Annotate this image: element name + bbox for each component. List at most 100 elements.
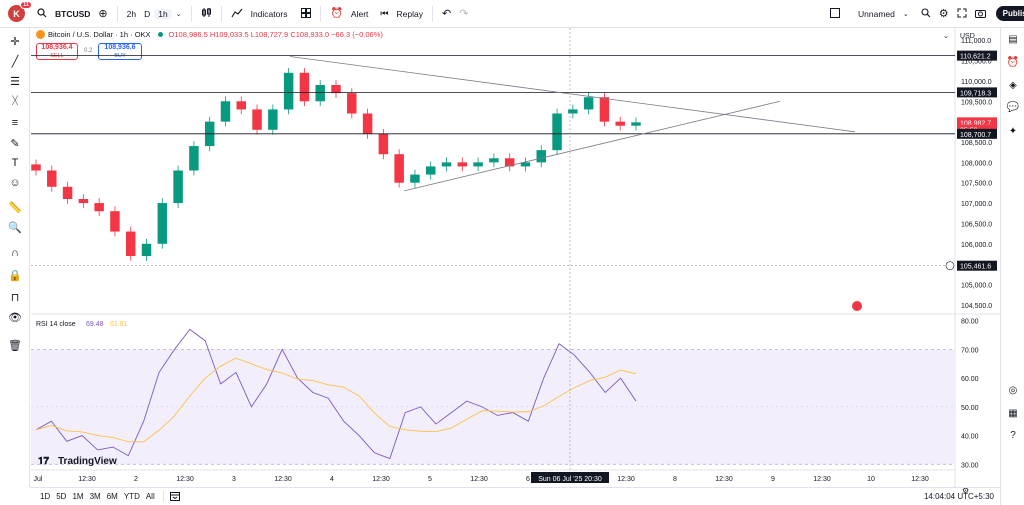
interval-2h[interactable]: 2h <box>126 8 137 19</box>
help-icon[interactable]: ? <box>1010 429 1016 441</box>
candle-body <box>426 166 436 175</box>
fullscreen-icon[interactable] <box>953 8 971 20</box>
interval-d[interactable]: D <box>144 8 151 19</box>
rsi-ma-line <box>35 357 637 443</box>
brush-tool-icon[interactable]: ✎ <box>10 137 20 150</box>
price-label-line: 109,718.3 <box>960 90 991 97</box>
alert-button[interactable]: Alert <box>350 8 369 19</box>
emoji-tool-icon[interactable]: ☺ <box>9 177 21 189</box>
time-tick-label: 10 <box>867 476 875 483</box>
time-tick-label: 8 <box>673 476 677 483</box>
layout-name[interactable]: Unnamed <box>858 8 895 19</box>
price-tick-label: 105,000.0 <box>961 283 992 290</box>
currency-label: USD <box>960 33 975 40</box>
calendar-icon[interactable]: ▦ <box>1008 407 1018 419</box>
range-3m[interactable]: 3M <box>89 492 101 501</box>
pattern-tool-icon[interactable]: ᚷ <box>11 95 19 107</box>
trash-icon[interactable]: 🗑 <box>8 339 22 352</box>
range-all[interactable]: All <box>145 492 155 501</box>
replay-button[interactable]: Replay <box>396 8 423 19</box>
text-tool-icon[interactable]: T <box>11 157 19 169</box>
candle-body <box>331 85 341 94</box>
price-tick-label: 106,000.0 <box>961 242 992 249</box>
zoom-tool-icon[interactable]: 🔍 <box>8 221 22 234</box>
rsi-legend-label: RSI 14 close <box>36 321 76 328</box>
time-tick-label: 12:30 <box>813 476 831 483</box>
tradingview-watermark: TradingView <box>58 456 117 467</box>
range-ytd[interactable]: YTD <box>123 492 140 501</box>
range-1m[interactable]: 1M <box>72 492 84 501</box>
range-6m[interactable]: 6M <box>106 492 118 501</box>
lock-drawing-icon[interactable]: 🔒 <box>8 269 22 282</box>
price-tick-label: 107,500.0 <box>961 181 992 188</box>
range-1d[interactable]: 1D <box>40 492 51 501</box>
indicators-icon[interactable] <box>227 8 247 20</box>
candle-body <box>457 162 468 167</box>
symbol-title[interactable]: Bitcoin / U.S. Dollar · 1h · OKX <box>48 30 151 39</box>
ruler-tool-icon[interactable]: 📏 <box>8 201 22 214</box>
layout-dropdown-icon[interactable]: ⌄ <box>902 10 909 18</box>
watchlist-icon[interactable]: ▤ <box>1008 33 1018 45</box>
symbol-name[interactable]: BTCUSD <box>55 8 91 19</box>
price-tick-label: 107,000.0 <box>961 201 992 208</box>
ideas-icon[interactable]: ✦ <box>1008 125 1018 137</box>
price-label-bg <box>957 260 997 271</box>
top-toolbar: K 11 BTCUSD ⊕ 2h D 1h ⌄ Indicators ⏰ Ale… <box>0 0 1024 28</box>
goto-date-icon[interactable] <box>169 491 180 503</box>
undo-icon[interactable]: ↶ <box>441 8 452 20</box>
time-tick-label: 6 <box>526 476 530 483</box>
candle-body <box>362 113 373 134</box>
rsi-legend-ma-value: 61.81 <box>110 321 128 328</box>
candle-body <box>615 121 625 126</box>
range-5d[interactable]: 5D <box>56 492 67 501</box>
interval-1h[interactable]: 1h <box>154 8 172 19</box>
layout-icon[interactable] <box>826 7 844 20</box>
clock-timezone[interactable]: 14:04:04 UTC+5:30 <box>923 492 994 501</box>
templates-grid-icon[interactable] <box>297 7 315 20</box>
buy-button[interactable]: 108,936.6 BUY <box>98 43 142 60</box>
time-tick-label: 5 <box>428 476 432 483</box>
interval-dropdown-icon[interactable]: ⌄ <box>175 10 182 18</box>
time-tick-label: 9 <box>771 476 775 483</box>
price-label-bg <box>957 50 997 61</box>
candle-type-icon[interactable] <box>197 7 216 20</box>
candle-body <box>552 113 562 151</box>
publish-button[interactable]: Publish <box>995 6 1024 21</box>
rsi-tick-label: 40.00 <box>961 434 979 441</box>
candle-body <box>441 162 452 167</box>
time-tick-label: 12:30 <box>911 476 929 483</box>
settings-gear-icon[interactable]: ⚙ <box>938 8 949 20</box>
sell-button[interactable]: 108,936.4 SELL <box>36 43 78 60</box>
lock-tool-icon[interactable]: ⊓ <box>10 291 20 304</box>
crosshair-icon[interactable]: ✛ <box>10 35 20 48</box>
time-tick-label: 12:30 <box>470 476 488 483</box>
target-icon[interactable]: ◎ <box>1008 384 1018 396</box>
alerts-clock-icon[interactable]: ⏰ <box>1006 56 1020 68</box>
snapshot-camera-icon[interactable] <box>971 8 990 20</box>
compare-add-icon[interactable]: ⊕ <box>98 8 108 20</box>
rsi-tick-label: 30.00 <box>961 462 979 469</box>
sell-price: 108,936.4 <box>41 44 73 51</box>
chat-icon[interactable]: 💬 <box>1006 101 1020 113</box>
time-tick-label: 12:30 <box>78 476 96 483</box>
symbol-search-icon[interactable] <box>33 7 51 20</box>
lines-tool-icon[interactable]: ☰ <box>10 75 20 88</box>
quick-search-icon[interactable] <box>917 7 935 20</box>
redo-icon[interactable]: ↷ <box>459 8 469 20</box>
fib-tool-icon[interactable]: ≡ <box>11 117 19 129</box>
spread-value: 0.2 <box>84 48 93 54</box>
magnet-tool-icon[interactable]: ∩ <box>11 247 19 259</box>
time-cursor-label-bg <box>531 472 609 483</box>
replay-icon[interactable]: ⏮ <box>380 8 389 18</box>
user-avatar[interactable]: K 11 <box>8 1 32 22</box>
trendline-tool-icon[interactable]: ╱ <box>11 55 19 68</box>
indicators-button[interactable]: Indicators <box>250 8 288 19</box>
alert-clock-icon[interactable]: ⏰ <box>330 8 343 19</box>
visibility-eye-icon[interactable]: 👁 <box>8 311 22 324</box>
layers-icon[interactable]: ◈ <box>1009 79 1017 91</box>
price-label-current: 108,982.7 <box>960 120 991 127</box>
price-tick-label: 111,000.0 <box>961 38 991 45</box>
candle-body <box>252 109 262 130</box>
chart-legend: Bitcoin / U.S. Dollar · 1h · OKX O108,98… <box>36 30 383 39</box>
